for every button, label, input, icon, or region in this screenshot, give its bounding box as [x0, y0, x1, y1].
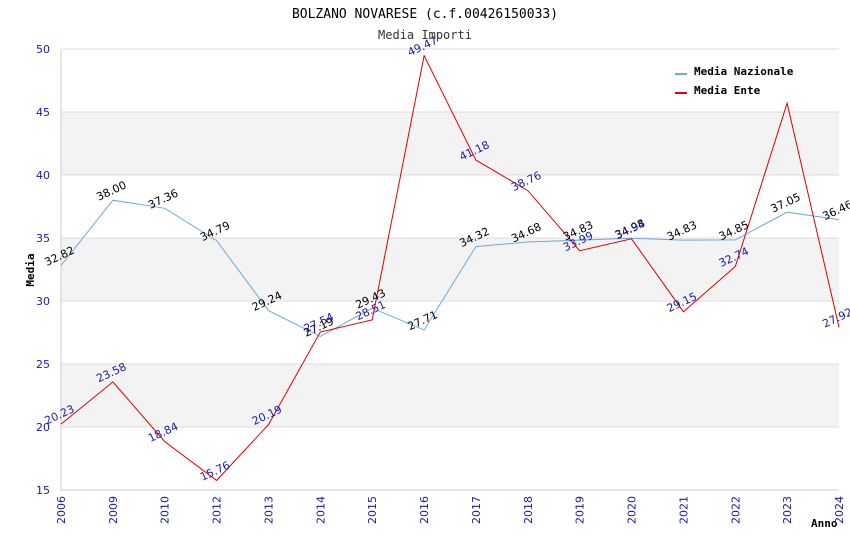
- series-line-media-nazionale: [60, 199, 840, 337]
- grid-band: [61, 175, 839, 238]
- legend: Media Nazionale Media Ente: [675, 65, 794, 97]
- x-axis-label: Anno: [811, 517, 838, 530]
- x-tick-label: 2023: [781, 496, 794, 524]
- grid-bands: [61, 49, 839, 490]
- x-axis-ticks: 2006 2009 2010 2012 2013 2014 2015 2016 2017 2018…: [55, 496, 846, 524]
- grid-band: [61, 238, 839, 301]
- series-lines: [60, 54, 840, 482]
- chart-subtitle: Media Importi: [378, 28, 472, 42]
- y-tick-label: 45: [36, 106, 50, 119]
- x-tick-label: 2006: [55, 496, 68, 524]
- grid-band: [61, 427, 839, 490]
- grid-band: [61, 364, 839, 427]
- x-tick-label: 2009: [107, 496, 120, 524]
- x-tick-label: 2012: [211, 496, 224, 524]
- y-tick-label: 35: [36, 232, 50, 245]
- y-tick-label: 30: [36, 295, 50, 308]
- x-tick-label: 2018: [522, 496, 535, 524]
- x-tick-label: 2010: [159, 496, 172, 524]
- y-axis-label: Media: [24, 253, 37, 286]
- y-axis-ticks: 15 20 25 30 35 40 45 50: [36, 43, 50, 497]
- legend-entry: Media Ente: [694, 84, 761, 97]
- x-tick-label: 2020: [626, 496, 639, 524]
- grid-band: [61, 112, 839, 175]
- y-tick-label: 15: [36, 484, 50, 497]
- x-tick-label: 2016: [418, 496, 431, 524]
- legend-entry: Media Nazionale: [694, 65, 794, 78]
- x-tick-label: 2021: [677, 496, 690, 524]
- x-tick-label: 2013: [262, 496, 275, 524]
- y-tick-label: 40: [36, 169, 50, 182]
- x-tick-label: 2019: [574, 496, 587, 524]
- x-tick-label: 2014: [314, 496, 327, 524]
- grid-band: [61, 49, 839, 112]
- x-tick-label: 2022: [729, 496, 742, 524]
- series-line-media-ente: [60, 54, 840, 482]
- chart-title: BOLZANO NOVARESE (c.f.00426150033): [292, 7, 558, 22]
- y-tick-label: 20: [36, 421, 50, 434]
- x-tick-label: 2017: [470, 496, 483, 524]
- x-tick-label: 2024: [833, 496, 846, 524]
- y-tick-label: 50: [36, 43, 50, 56]
- grid-band: [61, 301, 839, 364]
- x-tick-label: 2015: [366, 496, 379, 524]
- y-tick-label: 25: [36, 358, 50, 371]
